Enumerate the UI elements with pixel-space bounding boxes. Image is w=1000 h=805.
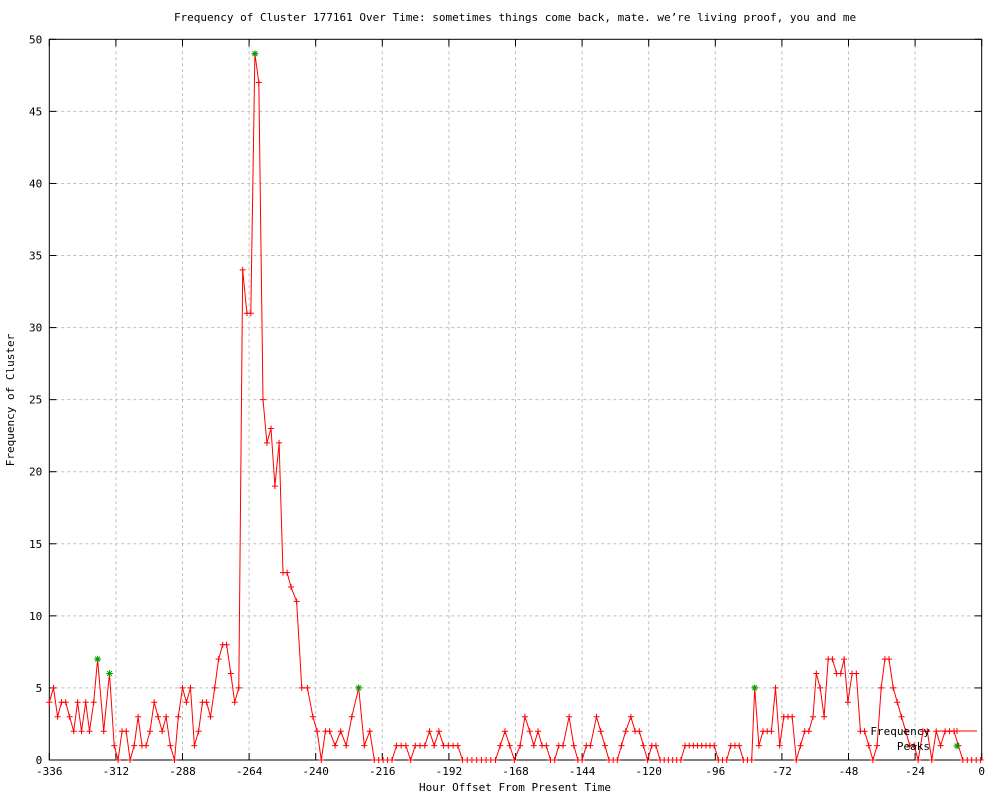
x-tick-label: -312: [103, 765, 130, 778]
x-tick-label: -144: [569, 765, 596, 778]
y-tick-label: 50: [29, 33, 42, 46]
peaks-asterisk-markers: [94, 50, 759, 692]
y-tick-label: 15: [29, 538, 42, 551]
y-axis-label: Frequency of Cluster: [4, 333, 17, 466]
y-tick-label: 20: [29, 466, 42, 479]
x-tick-label: -216: [369, 765, 396, 778]
x-tick-label: -240: [302, 765, 329, 778]
y-tick-label: 40: [29, 177, 42, 190]
y-tick-label: 5: [36, 682, 43, 695]
frequency-plus-markers: [46, 50, 984, 763]
x-tick-label: -24: [905, 765, 925, 778]
tick-labels: -336 -312 -288 -264 -240 -216 -192 -168 -144 -120…: [29, 33, 985, 778]
legend: Frequency Peaks: [870, 725, 977, 753]
y-tick-label: 30: [29, 322, 42, 335]
x-tick-label: -72: [772, 765, 792, 778]
grid-lines: [49, 39, 982, 760]
x-tick-label: -96: [705, 765, 725, 778]
y-tick-label: 25: [29, 394, 42, 407]
x-tick-label: -48: [839, 765, 859, 778]
legend-samples: [937, 728, 977, 750]
x-tick-label: -264: [236, 765, 263, 778]
x-tick-label: -336: [36, 765, 63, 778]
x-tick-label: 0: [978, 765, 985, 778]
y-tick-label: 45: [29, 105, 42, 118]
x-tick-label: -168: [502, 765, 529, 778]
x-axis-label: Hour Offset From Present Time: [419, 781, 611, 794]
chart-title: Frequency of Cluster 177161 Over Time: s…: [174, 11, 856, 24]
y-tick-label: 0: [36, 754, 43, 767]
frequency-line: [48, 53, 981, 762]
legend-label-frequency: Frequency: [870, 725, 930, 738]
y-tick-label: 35: [29, 250, 42, 263]
x-tick-label: -288: [169, 765, 196, 778]
legend-sample-frequency-marker: [954, 728, 960, 734]
x-tick-label: -120: [635, 765, 662, 778]
y-tick-label: 10: [29, 610, 42, 623]
x-tick-label: -192: [436, 765, 463, 778]
legend-label-peaks: Peaks: [897, 740, 930, 753]
legend-sample-peaks-marker: [953, 742, 961, 750]
data-series: [46, 50, 984, 763]
